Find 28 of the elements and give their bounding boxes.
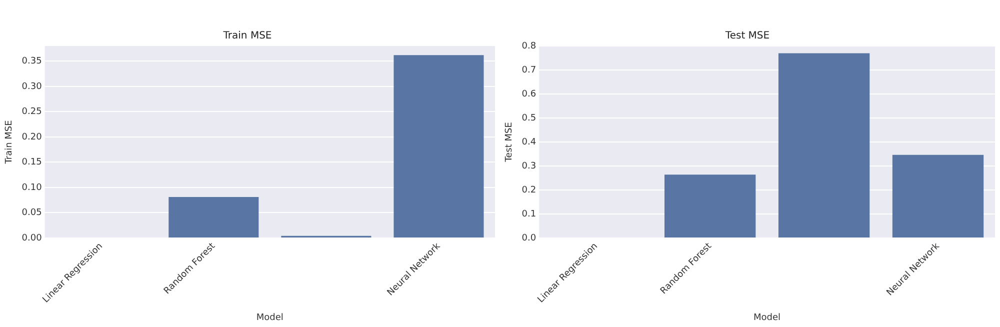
chart-title: Test MSE — [724, 30, 770, 42]
y-tick-label: 0.6 — [522, 89, 536, 100]
y-tick-label: 0.5 — [522, 113, 536, 124]
y-tick-label: 0.2 — [522, 185, 536, 196]
chart-title: Train MSE — [222, 30, 272, 42]
y-tick-label: 0.00 — [22, 233, 42, 244]
y-tick-label: 0.25 — [22, 107, 42, 118]
bar — [664, 174, 756, 238]
y-axis-title: Train MSE — [4, 120, 15, 165]
y-tick-label: 0.4 — [522, 137, 536, 148]
x-axis-title: Model — [256, 312, 284, 323]
y-tick-label: 0.30 — [22, 82, 42, 92]
bar — [168, 197, 259, 238]
bar — [394, 55, 484, 238]
y-tick-label: 0.15 — [22, 158, 42, 168]
y-tick-label: 0.3 — [522, 161, 536, 172]
y-axis-title: Test MSE — [504, 122, 515, 163]
y-tick-label: 0.10 — [22, 182, 42, 193]
y-tick-label: 0.0 — [522, 233, 536, 244]
x-axis-title: Model — [754, 312, 781, 323]
y-tick-label: 0.8 — [522, 41, 536, 52]
y-tick-label: 0.05 — [22, 208, 42, 218]
bar — [892, 154, 984, 238]
y-tick-label: 0.1 — [522, 209, 536, 220]
y-tick-label: 0.7 — [522, 65, 536, 76]
y-tick-label: 0.35 — [22, 56, 42, 66]
y-tick-label: 0.20 — [22, 132, 42, 142]
bar — [778, 53, 870, 238]
